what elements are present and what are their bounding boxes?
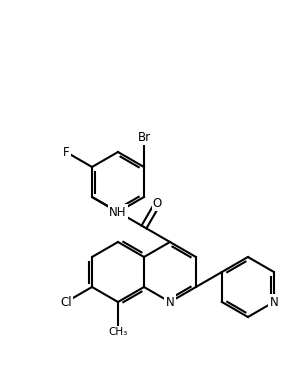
Text: Cl: Cl <box>60 295 72 309</box>
Text: N: N <box>166 295 174 309</box>
Text: F: F <box>63 145 69 159</box>
Text: N: N <box>269 295 278 309</box>
Text: Br: Br <box>138 131 150 144</box>
Text: NH: NH <box>109 205 127 218</box>
Text: CH₃: CH₃ <box>108 327 128 337</box>
Text: O: O <box>153 197 162 210</box>
